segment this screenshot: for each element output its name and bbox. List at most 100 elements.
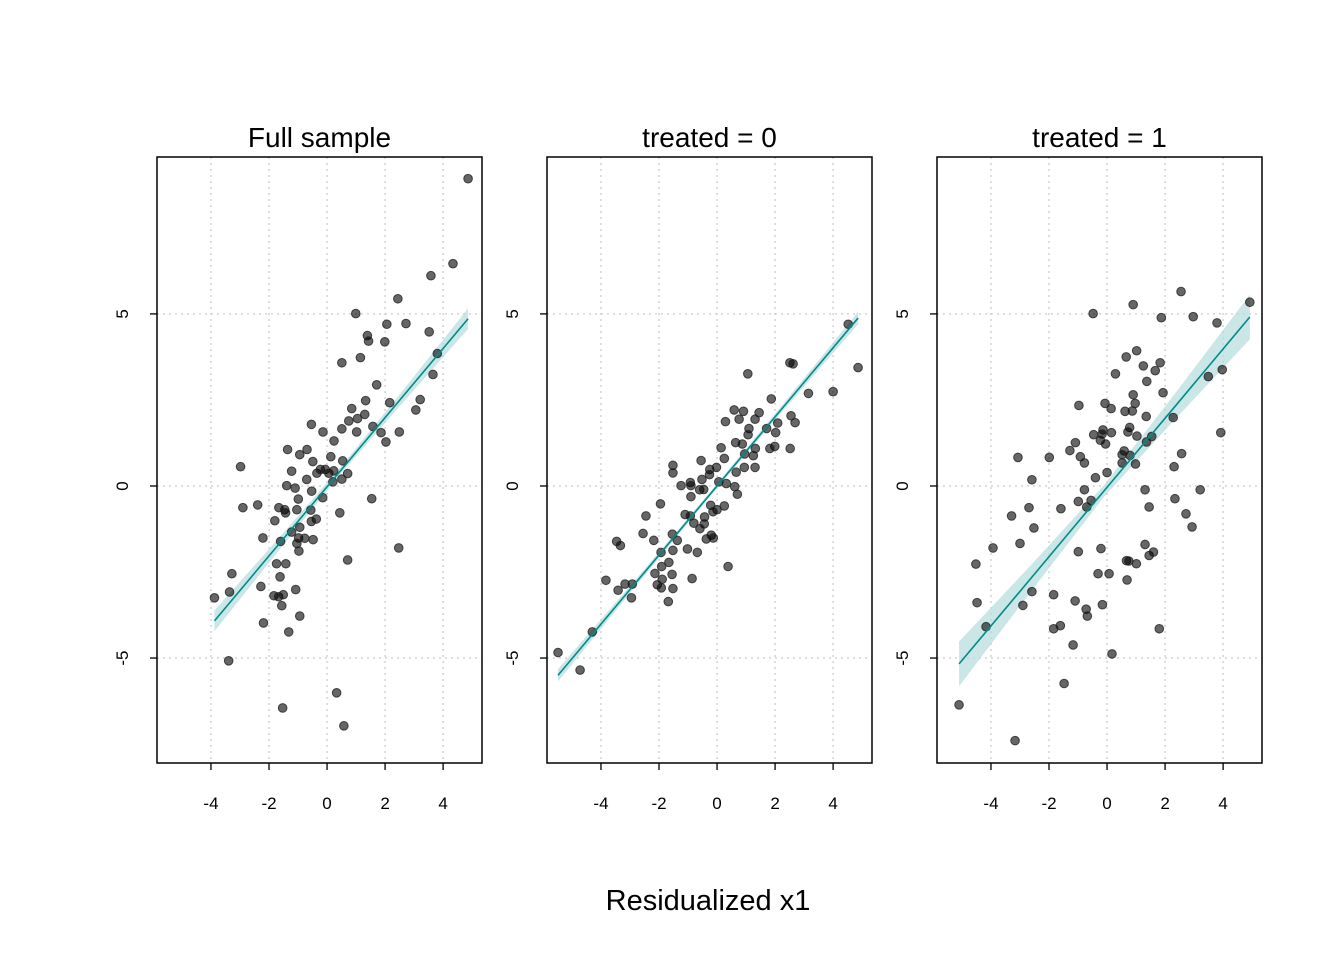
data-point	[1073, 546, 1084, 557]
data-point	[971, 559, 981, 569]
panel-2: treated = 0 -4 -2 0 2 4 -5 0 5	[503, 122, 873, 813]
data-point	[270, 515, 280, 526]
data-point	[411, 405, 421, 415]
data-point	[346, 403, 357, 414]
data-point	[281, 480, 292, 491]
data-point	[329, 436, 339, 446]
fit-line	[213, 318, 469, 622]
data-point	[981, 621, 991, 632]
data-point	[772, 418, 783, 428]
data-point	[294, 546, 304, 556]
data-point	[379, 336, 390, 347]
data-point	[1102, 467, 1112, 478]
y-tick-label: 5	[503, 309, 522, 318]
data-point	[1169, 461, 1179, 472]
data-point	[1215, 427, 1226, 438]
data-point	[1027, 586, 1037, 597]
x-tick-label: 4	[1218, 794, 1227, 813]
data-point	[731, 467, 741, 478]
data-point	[276, 600, 287, 611]
data-point	[1024, 502, 1034, 513]
panel-3: treated = 1 -4 -2 0 2 4 -5 0 5	[893, 122, 1263, 813]
x-tick-label: 2	[380, 794, 389, 813]
plot-frame	[936, 156, 1263, 764]
data-point	[734, 414, 744, 425]
data-point	[697, 474, 707, 485]
data-point	[432, 348, 443, 359]
data-point	[1150, 365, 1161, 376]
data-point	[686, 491, 696, 502]
data-point	[355, 352, 366, 363]
data-point	[278, 589, 289, 600]
x-tick-label: 2	[770, 794, 779, 813]
data-point	[1121, 352, 1131, 362]
data-point	[360, 395, 371, 406]
data-point	[1140, 539, 1150, 550]
data-point	[601, 575, 611, 586]
data-point	[1156, 312, 1167, 323]
data-point	[695, 523, 705, 534]
data-point	[424, 327, 434, 337]
data-point	[1158, 387, 1168, 398]
data-point	[258, 618, 269, 628]
data-point	[743, 429, 753, 440]
x-tick-label: 0	[712, 794, 721, 813]
x-tick-label: -4	[983, 794, 998, 813]
data-point	[1176, 448, 1187, 459]
data-point	[1059, 678, 1069, 689]
data-point	[256, 581, 266, 592]
panel-title: treated = 0	[642, 122, 777, 153]
data-point	[359, 409, 370, 420]
data-point	[415, 394, 425, 405]
x-tick-label: 0	[1102, 794, 1111, 813]
data-point	[719, 453, 730, 464]
data-point	[575, 665, 585, 675]
data-point	[676, 480, 686, 491]
data-point	[1217, 364, 1228, 375]
data-point	[1128, 299, 1138, 310]
data-point	[1048, 589, 1059, 600]
data-point	[342, 555, 353, 565]
data-point	[1056, 503, 1066, 514]
data-point	[1138, 361, 1149, 371]
data-point	[1168, 412, 1179, 423]
data-point	[689, 518, 699, 528]
data-point	[1132, 431, 1142, 441]
data-point	[682, 544, 693, 554]
plot-frame	[156, 156, 483, 764]
data-point	[786, 410, 796, 421]
data-point	[224, 587, 235, 597]
data-point	[668, 583, 678, 594]
data-point	[294, 449, 305, 460]
data-point	[344, 416, 354, 426]
data-point	[1131, 345, 1142, 356]
data-point	[708, 506, 718, 517]
data-point	[238, 502, 248, 513]
data-point	[1096, 543, 1106, 554]
data-point	[719, 501, 730, 511]
fit-line	[557, 317, 859, 676]
y-tick-label: 0	[893, 481, 912, 490]
data-point	[1079, 458, 1090, 468]
data-point	[738, 406, 749, 417]
x-tick-label: -4	[593, 794, 608, 813]
y-tick-label: -5	[893, 650, 912, 665]
data-point	[739, 462, 750, 473]
data-point	[1088, 429, 1099, 440]
data-point	[641, 511, 651, 521]
data-point	[648, 535, 659, 546]
data-point	[615, 540, 626, 551]
data-point	[302, 444, 312, 455]
y-tick-label: 0	[503, 481, 522, 490]
data-point	[1073, 496, 1084, 507]
data-point	[1188, 311, 1199, 322]
y-tick-label: -5	[113, 650, 132, 665]
y-tick-label: 5	[893, 309, 912, 318]
data-point	[1187, 522, 1197, 532]
data-point	[656, 583, 667, 593]
data-point	[790, 417, 800, 428]
data-point	[1082, 611, 1093, 621]
data-point	[306, 516, 317, 527]
data-point	[803, 388, 814, 399]
